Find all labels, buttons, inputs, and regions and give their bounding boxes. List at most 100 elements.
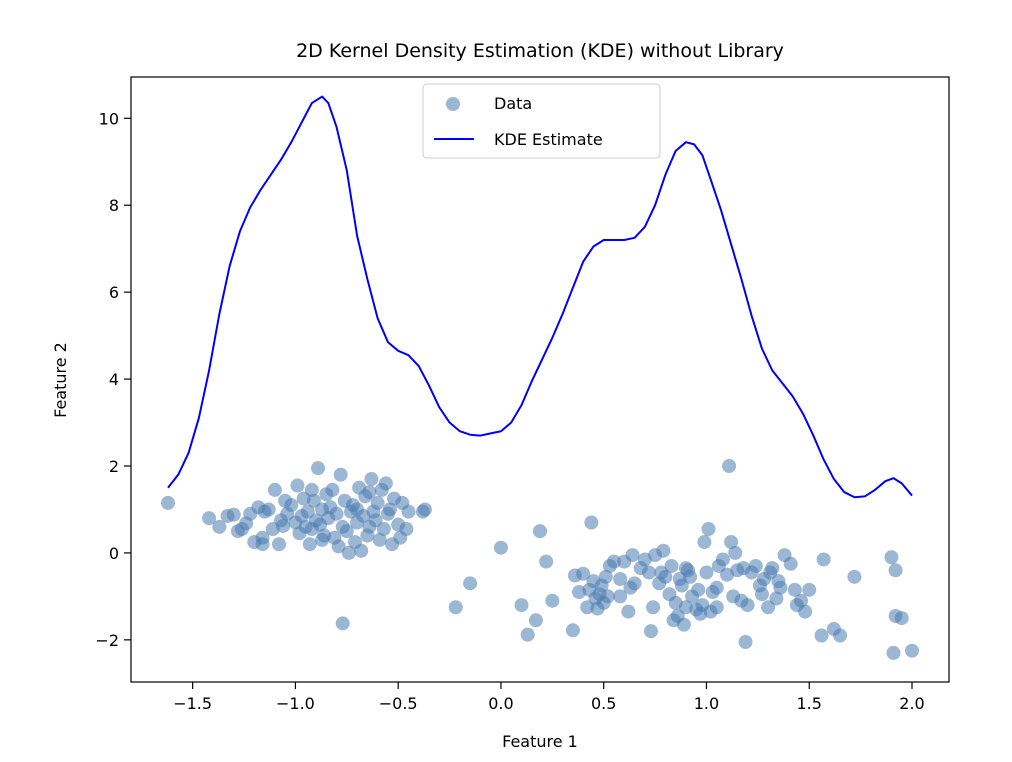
data-point [329, 506, 344, 521]
data-point [676, 617, 691, 632]
data-point [886, 645, 901, 660]
legend-box [422, 83, 661, 159]
data-point [761, 600, 776, 615]
data-point [576, 566, 591, 581]
data-point [697, 535, 712, 550]
legend-marker-data [446, 97, 460, 111]
plot-frame [130, 76, 950, 683]
data-point [533, 524, 547, 539]
data-point [656, 543, 671, 558]
data-point [160, 495, 175, 510]
data-point [448, 600, 463, 615]
data-point [905, 643, 920, 658]
data-point [724, 535, 739, 550]
x-axis-ticks: −1.5 −1.0 −0.5 0.0 0.5 1.0 1.5 2.0 [173, 682, 925, 713]
data-point [290, 478, 305, 493]
data-point [641, 565, 656, 580]
data-point [399, 522, 414, 537]
data-point [658, 569, 673, 584]
data-point [545, 593, 560, 608]
data-point [255, 537, 270, 552]
data-point [621, 604, 636, 619]
data-points-layer [160, 458, 920, 660]
data-point [580, 600, 595, 615]
data-point [364, 472, 379, 487]
data-point [306, 493, 321, 508]
y-axis-ticks: −2 0 2 4 6 8 10 [95, 109, 131, 650]
data-point [783, 556, 798, 571]
data-point [884, 550, 899, 565]
data-point [417, 502, 432, 517]
data-point [691, 582, 706, 597]
data-point [643, 624, 658, 639]
x-axis-label: Feature 1 [502, 732, 578, 751]
data-point [769, 591, 784, 606]
data-point [814, 628, 829, 643]
data-point [368, 513, 383, 528]
data-point [606, 554, 621, 569]
kde-estimate-line [167, 95, 913, 499]
data-point [278, 493, 293, 508]
data-point [261, 502, 276, 517]
legend-label-kde: KDE Estimate [494, 130, 603, 149]
data-point [362, 485, 377, 500]
data-point [302, 537, 317, 552]
data-point [401, 504, 416, 519]
data-point [646, 600, 661, 615]
y-tick-label: 8 [109, 196, 119, 215]
data-point [350, 502, 365, 517]
data-point [699, 565, 714, 580]
data-point [333, 467, 348, 482]
y-tick-label: 2 [109, 457, 119, 476]
legend: Data KDE Estimate [422, 83, 661, 159]
data-point [335, 616, 350, 631]
y-tick-label: 0 [109, 544, 119, 563]
data-point [202, 511, 217, 526]
data-point [894, 611, 909, 626]
y-tick-label: 6 [109, 283, 119, 302]
data-point [802, 582, 817, 597]
data-point [678, 561, 693, 576]
x-tick-label: 1.5 [797, 694, 822, 713]
data-point [528, 613, 543, 628]
data-point [382, 502, 397, 517]
data-point [463, 576, 478, 591]
data-point [565, 623, 580, 638]
data-point [212, 519, 227, 534]
data-point [738, 635, 753, 650]
data-point [376, 522, 391, 537]
data-point [354, 543, 369, 558]
data-point [341, 545, 356, 560]
data-point [748, 558, 763, 573]
y-axis-label: Feature 2 [51, 342, 70, 418]
data-point [339, 524, 354, 539]
data-point [722, 458, 737, 473]
data-point [514, 598, 529, 613]
data-point [493, 540, 508, 555]
data-point [754, 587, 769, 602]
data-point [728, 545, 743, 560]
data-point [625, 548, 640, 563]
data-point [539, 554, 554, 569]
x-tick-label: −1.0 [276, 694, 315, 713]
x-tick-label: 1.0 [694, 694, 719, 713]
x-tick-label: 0.5 [591, 694, 616, 713]
data-point [584, 515, 599, 530]
data-point [701, 522, 716, 537]
data-point [300, 504, 315, 519]
data-point [715, 552, 730, 567]
data-point [598, 569, 613, 584]
data-point [600, 589, 615, 604]
y-tick-label: 10 [99, 109, 119, 128]
data-point [226, 507, 241, 522]
data-point [787, 582, 802, 597]
data-point [664, 558, 679, 573]
data-point [794, 593, 809, 608]
data-point [276, 518, 291, 533]
y-tick-label: −2 [95, 631, 119, 650]
data-point [370, 495, 385, 510]
data-point [315, 532, 330, 547]
data-point [888, 563, 903, 578]
data-point [325, 482, 340, 497]
